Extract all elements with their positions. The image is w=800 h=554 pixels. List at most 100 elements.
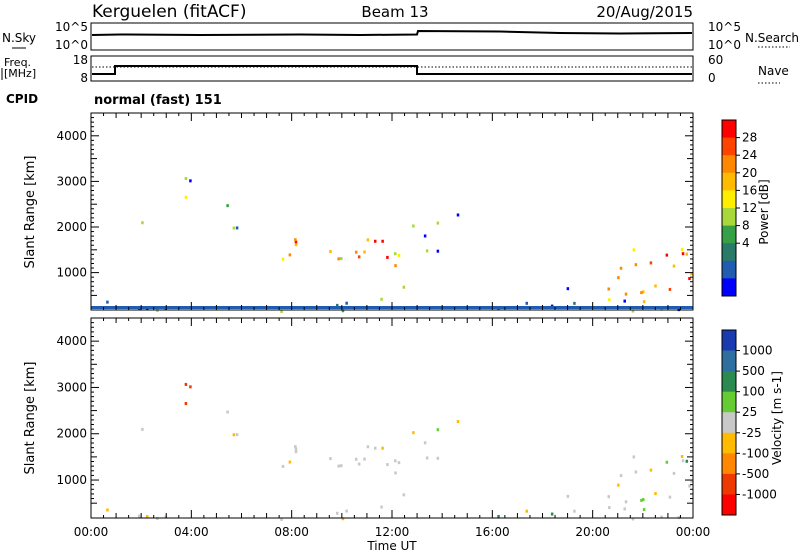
velocity-cell	[106, 508, 109, 512]
velocity-colorbar-title: Velocity [m s-1]	[770, 371, 784, 465]
velocity-cell	[184, 402, 188, 406]
velocity-cell	[649, 468, 653, 472]
power-cell	[189, 179, 192, 183]
power-cell	[294, 240, 298, 244]
power-cell	[402, 285, 406, 289]
y-tick-label: 2000	[56, 220, 87, 234]
power-heatmap	[91, 176, 693, 313]
power-cell	[617, 276, 620, 280]
velocity-cell	[288, 460, 292, 464]
power-cell	[631, 309, 635, 313]
power-cell	[184, 195, 188, 199]
velocity-cell	[141, 427, 144, 431]
velocity-cell	[189, 385, 192, 389]
velocity-cell	[456, 420, 460, 424]
velocity-cell	[386, 463, 389, 467]
power-cell	[456, 213, 460, 217]
velocity-cell	[381, 446, 384, 450]
y-tick-label: 1000	[56, 266, 87, 280]
power-cell	[235, 226, 239, 230]
time-axis: 00:00 04:00 08:00 12:00 16:00 20:00 00:00	[74, 113, 710, 539]
velocity-cell	[402, 493, 406, 497]
velocity-cell	[654, 492, 657, 496]
velocity-cell	[617, 483, 620, 487]
x-tick-label: 04:00	[174, 525, 209, 539]
velocity-cell	[573, 509, 576, 513]
power-cell	[690, 272, 693, 276]
power-cell	[436, 249, 440, 253]
colorbar-segment	[722, 120, 736, 139]
power-colorbar: 28 24 20 16 12 8 4	[721, 119, 757, 297]
power-cell	[680, 247, 684, 251]
colorbar-segment	[722, 412, 736, 434]
velocity-cell	[668, 495, 672, 499]
velocity-panel-frame	[90, 317, 694, 519]
velocity-cell	[497, 514, 500, 518]
power-cell	[363, 250, 366, 254]
velocity-cell	[640, 498, 643, 502]
colorbar-frame	[721, 329, 737, 516]
freq-tick-low: 8	[80, 71, 88, 85]
power-cell	[294, 238, 297, 242]
station-title: Kerguelen (fitACF)	[92, 2, 246, 22]
velocity-cell	[394, 471, 397, 475]
velocity-cell	[235, 433, 239, 437]
velocity-cell	[363, 457, 366, 461]
colorbar-segment	[722, 473, 736, 495]
colorbar-segment	[722, 225, 736, 244]
velocity-cell	[423, 441, 427, 445]
velocity-cell	[672, 471, 676, 475]
velocity-cell	[412, 431, 415, 435]
y-tick-label: 4000	[56, 334, 87, 348]
power-cell	[329, 250, 332, 254]
velocity-cell	[138, 514, 141, 518]
power-cell	[354, 250, 358, 254]
colorbar-tick-label: 100	[742, 385, 765, 399]
power-cell	[357, 255, 361, 259]
velocity-cell	[690, 479, 693, 483]
y-tick-label: 3000	[56, 174, 87, 188]
power-cell	[412, 224, 415, 228]
nsky-trace	[91, 29, 693, 37]
colorbar-tick-label: -500	[742, 467, 769, 481]
velocity-cell	[232, 433, 236, 437]
power-cell	[280, 309, 283, 313]
velocity-heatmap	[106, 382, 693, 521]
velocity-colorbar: 1000 500 100 25 -25 -100 -500 -1000	[721, 329, 777, 516]
y-tick-label: 3000	[56, 380, 87, 394]
power-cell	[393, 252, 397, 256]
nsky-tick-high: 10^5	[55, 20, 88, 34]
y-tick-label: 4000	[56, 129, 87, 143]
velocity-cell	[436, 428, 440, 432]
power-cell	[624, 292, 628, 296]
power-cell	[649, 261, 653, 265]
colorbar-tick-label: 1000	[742, 344, 773, 358]
nsky-tick-low: 10^0	[55, 38, 88, 52]
power-cell	[381, 239, 384, 243]
colorbar-segment	[722, 453, 736, 475]
freq-panel	[90, 55, 694, 82]
power-cell	[288, 253, 292, 257]
colorbar-segment	[722, 432, 736, 454]
power-cell	[373, 239, 377, 243]
velocity-cell	[607, 495, 610, 499]
x-tick-label: 00:00	[74, 525, 109, 539]
nsearch-tick-high: 10^5	[708, 20, 741, 34]
colorbar-tick-label: -100	[742, 446, 769, 460]
power-cell	[141, 221, 144, 225]
velocity-cell	[685, 459, 689, 463]
velocity-cell	[380, 505, 383, 509]
x-tick-label: 20:00	[575, 525, 610, 539]
power-colorbar-title: Power [dB]	[757, 179, 771, 244]
power-cell	[397, 254, 401, 258]
colorbar-tick-label: -25	[742, 426, 762, 440]
nave-label: Nave	[758, 64, 789, 78]
power-cell	[619, 266, 623, 270]
velocity-cell	[294, 447, 298, 451]
y-tick-label: 2000	[56, 427, 87, 441]
power-cell	[573, 301, 576, 305]
power-cell	[665, 253, 669, 257]
power-panel-frame	[90, 112, 694, 311]
x-tick-label: 08:00	[274, 525, 309, 539]
velocity-cell	[436, 456, 440, 460]
